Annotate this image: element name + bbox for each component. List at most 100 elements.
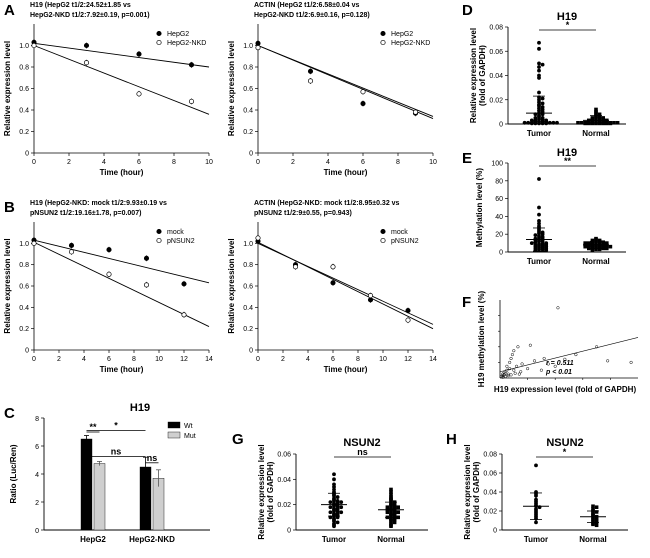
data-point	[255, 235, 261, 241]
data-point	[574, 353, 578, 357]
data-point	[512, 349, 516, 353]
data-point	[537, 40, 541, 45]
data-point	[392, 504, 397, 508]
chart-g: NSUN2 0 0.02 0.04 0.06 Relative expression le…	[257, 437, 428, 544]
legend-label: Wt	[184, 423, 193, 430]
y-tick-label: 80	[495, 178, 503, 185]
x-tick-label: 14	[429, 356, 437, 363]
data-point	[601, 243, 605, 248]
data-point	[389, 487, 393, 492]
data-point	[606, 359, 610, 363]
x-tick-label: 12	[404, 356, 412, 363]
y-tick-label: 0	[249, 151, 253, 158]
data-point	[513, 371, 517, 375]
panel-letter-b: B	[4, 199, 15, 216]
legend-label: mock	[391, 229, 408, 236]
data-point	[83, 42, 90, 49]
legend-marker	[156, 228, 162, 235]
data-point	[389, 499, 393, 503]
y-axis-label: Relative expression level	[463, 444, 472, 539]
data-point	[597, 247, 602, 252]
x-tick-label: 8	[132, 356, 136, 363]
data-point	[506, 374, 510, 378]
data-point	[601, 246, 605, 251]
y-tick-label: 0.2	[19, 326, 29, 333]
fit-line	[499, 337, 639, 373]
y-tick-label: 1.0	[19, 43, 29, 50]
data-point	[601, 121, 605, 126]
y-tick-label: 0.6	[243, 284, 253, 291]
y-axis-label: Relative expression level	[227, 238, 236, 333]
data-point	[534, 520, 538, 525]
x-tick-label: 2	[281, 356, 285, 363]
data-point	[367, 293, 374, 299]
data-point	[547, 120, 552, 125]
legend-marker	[380, 237, 386, 244]
y-tick-label: 0	[25, 348, 29, 355]
data-point	[520, 362, 524, 366]
data-point	[594, 505, 599, 509]
data-point	[332, 477, 336, 482]
y-tick-label: 0.2	[243, 326, 253, 333]
legend-label: pNSUN2	[167, 238, 195, 245]
fit-line-pnsun2	[257, 241, 434, 330]
y-tick-label: 0.06	[489, 49, 503, 56]
significance-label: ns	[357, 447, 368, 457]
data-point	[537, 221, 541, 226]
data-point	[605, 246, 609, 251]
chart-f: r = 0.511 p < 0.01 H19 expression level (f…	[477, 290, 639, 394]
chart-a2: ACTIN (HepG2 t1/2:6.58±0.04 vs HepG2-NKD …	[227, 2, 437, 177]
data-point	[396, 510, 400, 515]
y-tick-label: 0	[35, 528, 39, 535]
data-point	[335, 520, 340, 525]
legend-label: HepG2	[391, 31, 413, 38]
x-tick-label: Normal	[582, 129, 610, 138]
legend-swatch	[167, 431, 181, 439]
data-point	[608, 244, 613, 249]
y-tick-label: 0	[249, 348, 253, 355]
data-point	[594, 518, 599, 523]
x-tick-label: HepG2	[80, 535, 106, 544]
data-point	[501, 375, 505, 379]
y-tick-label: 20	[495, 232, 503, 239]
data-point	[512, 368, 516, 372]
y-tick-label: 0.08	[489, 25, 503, 32]
data-point	[396, 515, 400, 520]
x-tick-label: 4	[82, 356, 86, 363]
annotation-r: r = 0.511	[546, 360, 574, 367]
data-point	[540, 232, 545, 237]
y-tick-label: 0.4	[243, 108, 253, 115]
data-point	[540, 62, 545, 67]
data-point	[339, 500, 344, 505]
legend-marker	[156, 237, 162, 244]
chart-title: ACTIN (HepG2 t1/2:6.58±0.04 vs	[254, 2, 359, 9]
data-point	[583, 121, 587, 126]
y-axis-label: Ratio (Luc/Ren)	[9, 444, 18, 503]
data-point	[307, 78, 314, 84]
data-point	[188, 98, 195, 104]
x-tick-label: 2	[291, 159, 295, 166]
x-axis-label: Time (hour)	[324, 168, 368, 177]
fit-line-hepg2-nkd	[33, 45, 210, 115]
legend-marker	[380, 228, 386, 235]
data-point	[328, 500, 333, 505]
data-point	[597, 119, 602, 124]
y-tick-label: 1.0	[243, 241, 253, 248]
chart-b1: H19 (HepG2-NKD: mock t1/2:9.93±0.19 vs pN…	[3, 200, 213, 374]
data-point	[555, 120, 559, 125]
data-point	[591, 504, 595, 509]
x-tick-label: Tumor	[527, 129, 551, 138]
y-axis-label: Relative expression level	[227, 41, 236, 136]
x-tick-label: 2	[57, 356, 61, 363]
x-axis-label: Time (hour)	[100, 365, 144, 374]
y-tick-label: 60	[495, 196, 503, 203]
data-point	[590, 248, 595, 253]
chart-title: H19	[130, 402, 150, 414]
data-point	[533, 121, 538, 126]
data-point	[328, 505, 333, 510]
x-tick-label: Normal	[582, 257, 610, 266]
charts-layer: H19 (HepG2 t1/2:24.52±1.85 vs HepG2-NKD t…	[3, 2, 639, 544]
data-point	[508, 367, 512, 371]
data-point	[539, 368, 543, 372]
x-tick-label: HepG2-NKD	[129, 535, 175, 544]
